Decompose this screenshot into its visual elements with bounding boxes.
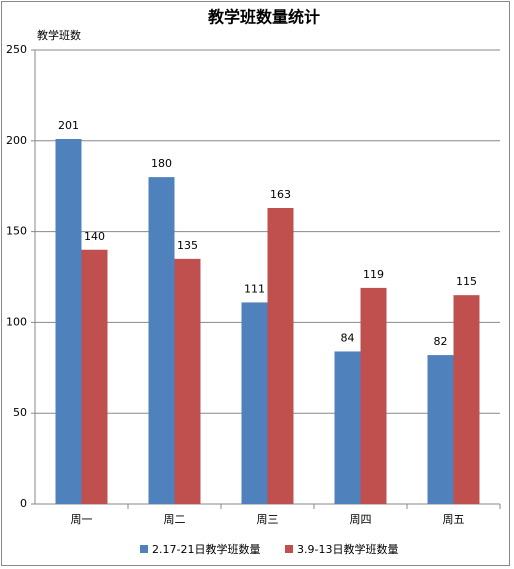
bar (360, 287, 387, 504)
bar (174, 258, 201, 504)
bar (148, 177, 175, 504)
legend-swatch (140, 545, 148, 553)
y-tick-label: 250 (6, 43, 27, 56)
bar (334, 351, 361, 504)
y-tick-label: 50 (13, 406, 27, 419)
y-tick-label: 100 (6, 315, 27, 328)
data-label: 115 (456, 275, 477, 288)
data-label: 82 (434, 335, 448, 348)
data-label: 140 (84, 230, 105, 243)
data-label: 84 (341, 331, 355, 344)
legend-swatch (285, 545, 293, 553)
data-label: 119 (363, 268, 384, 281)
data-label: 180 (151, 157, 172, 170)
legend-label: 2.17-21日教学班数量 (152, 542, 260, 556)
y-axis-label: 教学班数 (37, 28, 81, 42)
y-tick-label: 0 (20, 497, 27, 510)
chart-title: 教学班数量统计 (208, 8, 320, 27)
bar (81, 249, 108, 504)
data-label: 135 (177, 239, 198, 252)
bar (241, 302, 268, 504)
legend-label: 3.9-13日教学班数量 (297, 542, 398, 556)
y-tick-label: 150 (6, 225, 27, 238)
bar (55, 138, 82, 504)
data-label: 163 (270, 188, 291, 201)
x-tick-label: 周五 (443, 513, 465, 526)
bar (453, 295, 480, 504)
x-tick-label: 周四 (350, 513, 372, 526)
bar (427, 355, 454, 504)
data-label: 111 (244, 282, 265, 295)
data-label: 201 (58, 119, 79, 132)
x-tick-label: 周三 (257, 513, 279, 526)
x-tick-label: 周二 (164, 513, 186, 526)
x-tick-label: 周一 (71, 513, 93, 526)
y-tick-label: 200 (6, 134, 27, 147)
bar (267, 207, 294, 504)
